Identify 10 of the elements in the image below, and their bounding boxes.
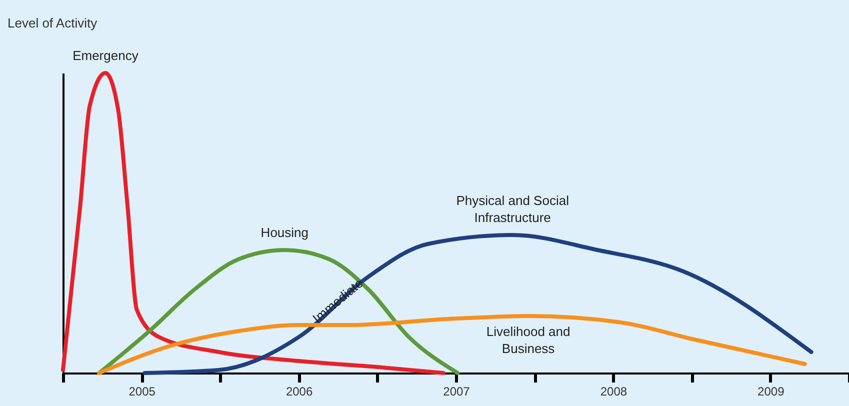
series-label: Housing <box>260 225 309 240</box>
series-label: Emergency <box>72 48 139 63</box>
series-label: Physical and Social Infrastructure <box>456 193 570 225</box>
x-tick-label: 2007 <box>443 384 470 398</box>
x-tick-label: 2009 <box>758 384 785 398</box>
series-label: Livelihood and Business <box>486 324 570 356</box>
x-tick-label: 2005 <box>128 384 156 398</box>
x-tick-label: 2008 <box>600 384 628 398</box>
y-axis-title: Level of Activity <box>8 16 98 30</box>
x-tick-label: 2006 <box>286 384 313 398</box>
